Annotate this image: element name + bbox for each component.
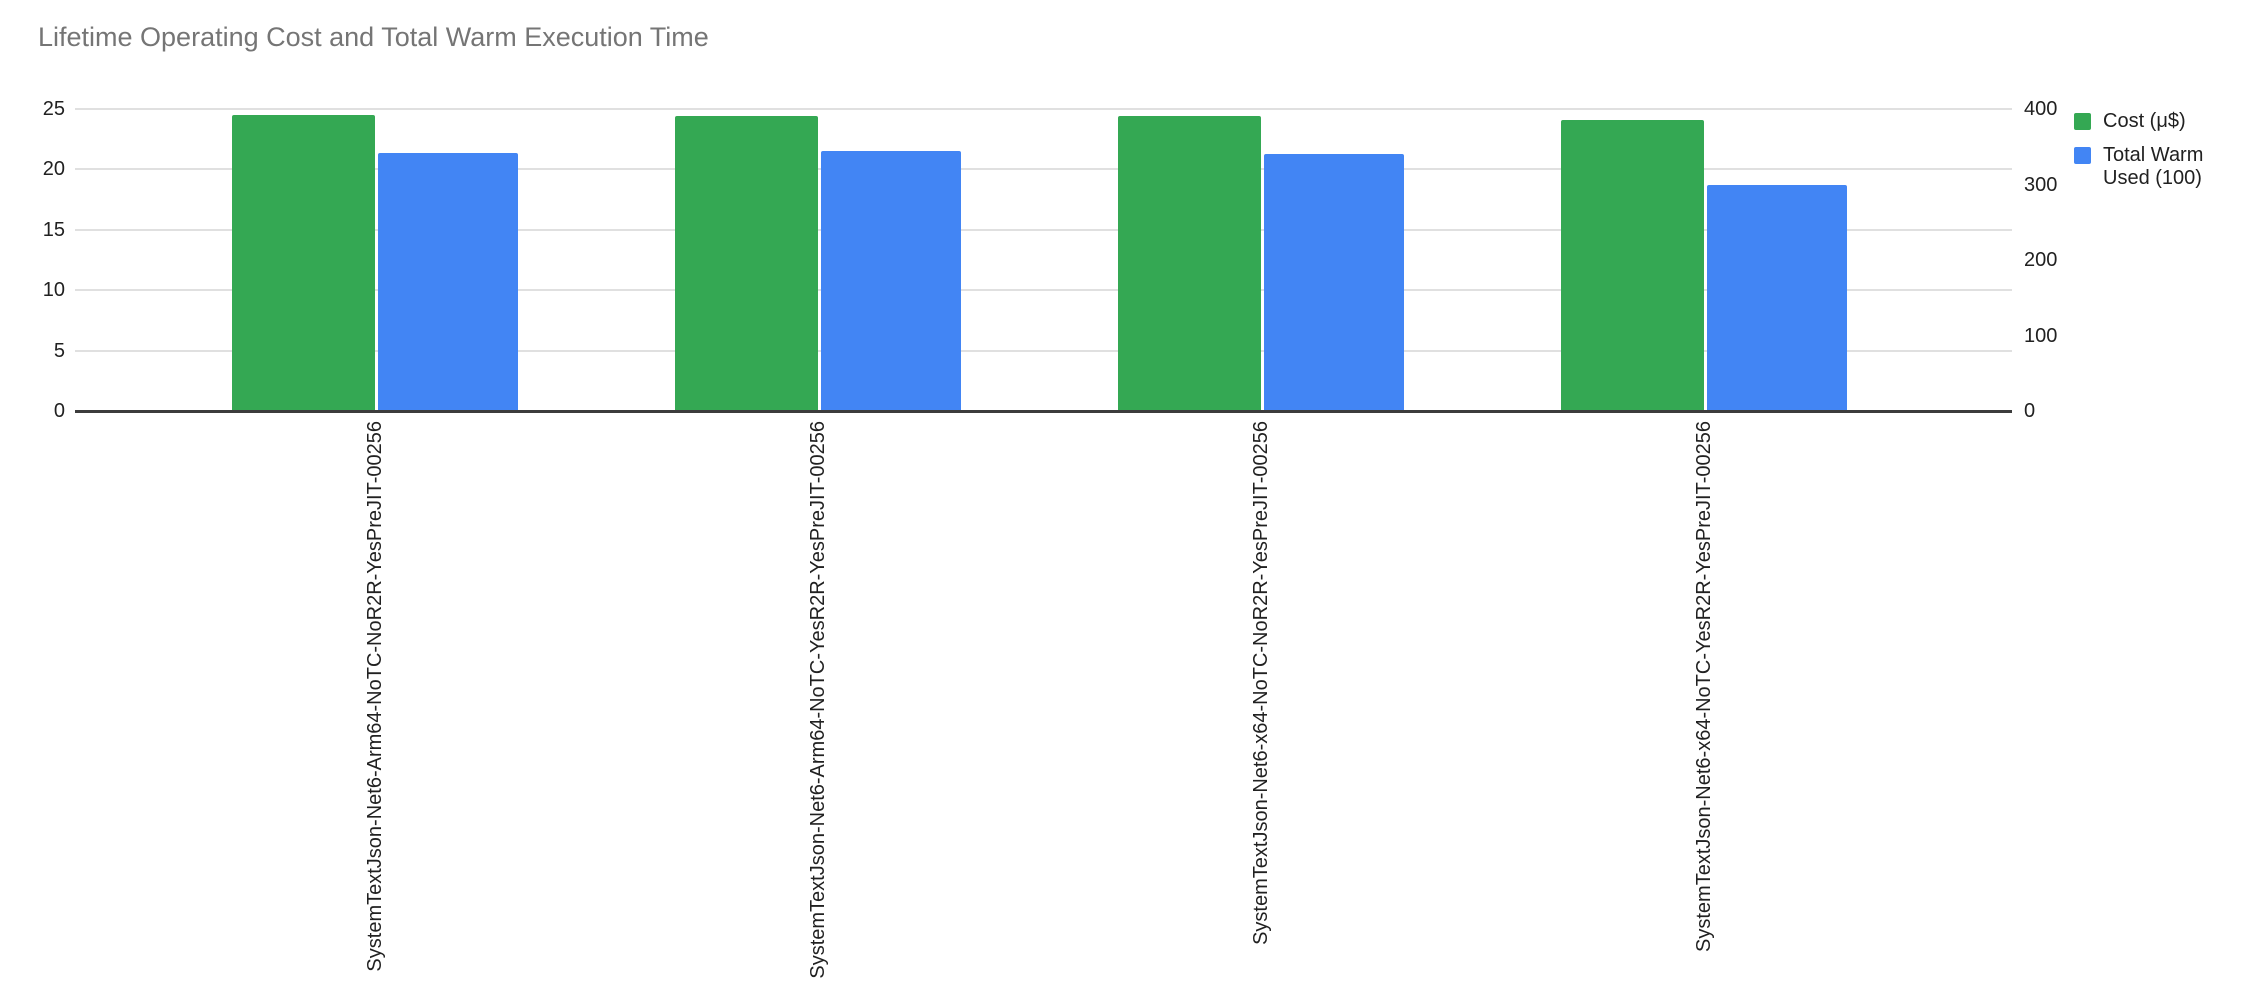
- gridline: [75, 168, 2012, 171]
- category-label: SystemTextJson-Net6-Arm64-NoTC-YesR2R-Ye…: [807, 421, 829, 979]
- cost-bar[interactable]: [1118, 116, 1261, 411]
- axis-baseline: [75, 410, 2012, 413]
- right-axis-tick-label: 400: [2024, 98, 2058, 120]
- right-axis-tick-label: 300: [2024, 173, 2058, 196]
- right-axis-tick-label: 200: [2024, 249, 2058, 271]
- cost-bar[interactable]: [675, 116, 818, 411]
- warm-used-bar[interactable]: [1707, 185, 1847, 411]
- left-axis-tick-label: 15: [42, 218, 65, 241]
- left-axis-tick-label: 10: [42, 279, 65, 302]
- left-axis-tick-label: 20: [42, 158, 65, 181]
- gridline: [75, 228, 2012, 231]
- legend-item-cost[interactable]: Cost (μ$): [2074, 110, 2235, 133]
- cost-bar[interactable]: [1561, 120, 1704, 411]
- gridline: [75, 289, 2012, 292]
- cost-bar[interactable]: [232, 115, 375, 411]
- legend-label-cost: Cost (μ$): [2103, 110, 2186, 132]
- legend-swatch-warm-used: [2074, 147, 2091, 164]
- legend-swatch-cost: [2074, 113, 2091, 130]
- left-axis-tick-label: 25: [42, 98, 65, 120]
- gridline: [75, 108, 2012, 110]
- right-axis-tick-label: 0: [2024, 400, 2036, 422]
- legend-item-warm-used[interactable]: Total Warm Used (100): [2074, 144, 2235, 190]
- left-axis-tick-label: 5: [53, 339, 65, 362]
- warm-used-bar[interactable]: [378, 153, 518, 411]
- category-label: SystemTextJson-Net6-Arm64-NoTC-NoR2R-Yes…: [364, 421, 386, 972]
- warm-used-bar[interactable]: [821, 151, 961, 411]
- category-label: SystemTextJson-Net6-x64-NoTC-YesR2R-YesP…: [1693, 421, 1715, 952]
- right-axis-tick-label: 100: [2024, 324, 2058, 347]
- category-label: SystemTextJson-Net6-x64-NoTC-NoR2R-YesPr…: [1250, 421, 1272, 945]
- legend-label-warm-used: Total Warm Used (100): [2103, 144, 2204, 189]
- warm-used-bar[interactable]: [1264, 154, 1404, 411]
- left-axis-tick-label: 0: [53, 400, 65, 422]
- gridline: [75, 349, 2012, 352]
- chart-title: Lifetime Operating Cost and Total Warm E…: [38, 22, 709, 52]
